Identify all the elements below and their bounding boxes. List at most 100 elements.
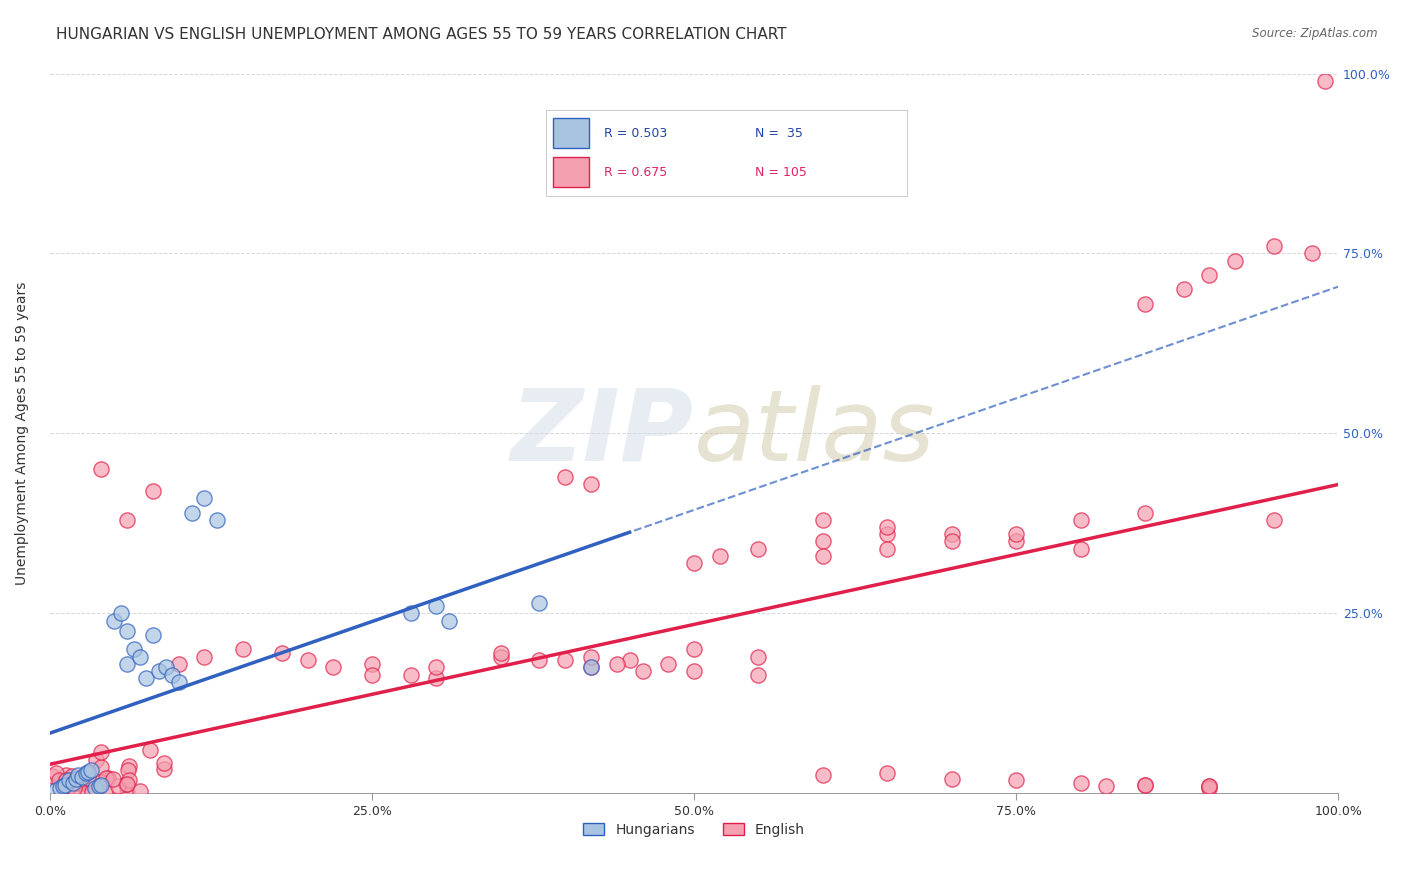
- Point: [84, 754, 107, 768]
- Point: [55, 780, 77, 795]
- Point: [114, 776, 136, 790]
- Legend: Hungarians, English: Hungarians, English: [576, 816, 811, 844]
- Text: HUNGARIAN VS ENGLISH UNEMPLOYMENT AMONG AGES 55 TO 59 YEARS CORRELATION CHART: HUNGARIAN VS ENGLISH UNEMPLOYMENT AMONG …: [56, 27, 787, 42]
- Point: [554, 469, 576, 483]
- Point: [115, 624, 138, 639]
- Point: [52, 782, 75, 797]
- Point: [153, 756, 176, 770]
- Point: [1198, 779, 1220, 793]
- Point: [52, 779, 75, 793]
- Point: [115, 777, 138, 791]
- Point: [361, 667, 384, 681]
- Point: [41, 769, 63, 783]
- Point: [709, 549, 731, 563]
- Point: [193, 491, 215, 506]
- Point: [747, 667, 769, 681]
- Point: [139, 743, 162, 757]
- Point: [155, 660, 177, 674]
- Point: [1005, 527, 1028, 541]
- Point: [489, 646, 512, 660]
- Point: [1070, 541, 1092, 556]
- Point: [747, 649, 769, 664]
- Point: [80, 764, 103, 778]
- Point: [1301, 246, 1323, 260]
- Point: [117, 759, 139, 773]
- Point: [554, 653, 576, 667]
- Point: [399, 607, 422, 621]
- Point: [657, 657, 679, 671]
- Point: [941, 534, 963, 549]
- Point: [1198, 780, 1220, 795]
- Point: [270, 646, 292, 660]
- Point: [65, 772, 87, 786]
- Point: [619, 653, 641, 667]
- Point: [683, 664, 706, 678]
- Point: [115, 786, 138, 800]
- Point: [631, 664, 654, 678]
- Point: [811, 513, 834, 527]
- Point: [63, 781, 86, 796]
- Point: [167, 674, 190, 689]
- Point: [322, 660, 344, 674]
- Point: [115, 513, 138, 527]
- Point: [77, 764, 100, 779]
- Point: [55, 768, 77, 782]
- Point: [811, 768, 834, 782]
- Point: [1315, 73, 1337, 87]
- Point: [115, 657, 138, 671]
- Point: [876, 541, 898, 556]
- Point: [193, 649, 215, 664]
- Point: [90, 778, 112, 792]
- Point: [82, 783, 104, 797]
- Point: [117, 777, 139, 791]
- Point: [399, 667, 422, 681]
- Point: [425, 660, 447, 674]
- Point: [70, 776, 93, 790]
- Point: [579, 476, 602, 491]
- Point: [1198, 268, 1220, 282]
- Point: [876, 527, 898, 541]
- Point: [207, 513, 229, 527]
- Point: [70, 771, 93, 785]
- Point: [439, 614, 461, 628]
- Point: [110, 607, 132, 621]
- Point: [1133, 778, 1156, 792]
- Point: [55, 772, 77, 787]
- Point: [103, 614, 125, 628]
- Point: [1263, 513, 1285, 527]
- Point: [579, 649, 602, 664]
- Point: [142, 628, 165, 642]
- Point: [129, 649, 152, 664]
- Point: [48, 773, 70, 788]
- Point: [1263, 239, 1285, 253]
- Point: [1070, 513, 1092, 527]
- Point: [425, 599, 447, 614]
- Point: [53, 778, 76, 792]
- Point: [160, 667, 183, 681]
- Point: [58, 773, 80, 788]
- Point: [60, 769, 83, 783]
- Point: [361, 657, 384, 671]
- Point: [167, 657, 190, 671]
- Point: [53, 773, 76, 788]
- Point: [683, 642, 706, 657]
- Point: [90, 462, 112, 476]
- Point: [606, 657, 628, 671]
- Point: [148, 664, 170, 678]
- Point: [1133, 506, 1156, 520]
- Point: [135, 671, 157, 685]
- Point: [1095, 779, 1118, 793]
- Point: [90, 760, 112, 774]
- Point: [107, 779, 129, 793]
- Point: [579, 660, 602, 674]
- Point: [941, 527, 963, 541]
- Point: [876, 766, 898, 780]
- Point: [232, 642, 254, 657]
- Point: [84, 780, 107, 795]
- Point: [811, 549, 834, 563]
- Point: [77, 771, 100, 785]
- Point: [683, 556, 706, 570]
- Point: [142, 483, 165, 498]
- Point: [489, 649, 512, 664]
- Point: [180, 506, 202, 520]
